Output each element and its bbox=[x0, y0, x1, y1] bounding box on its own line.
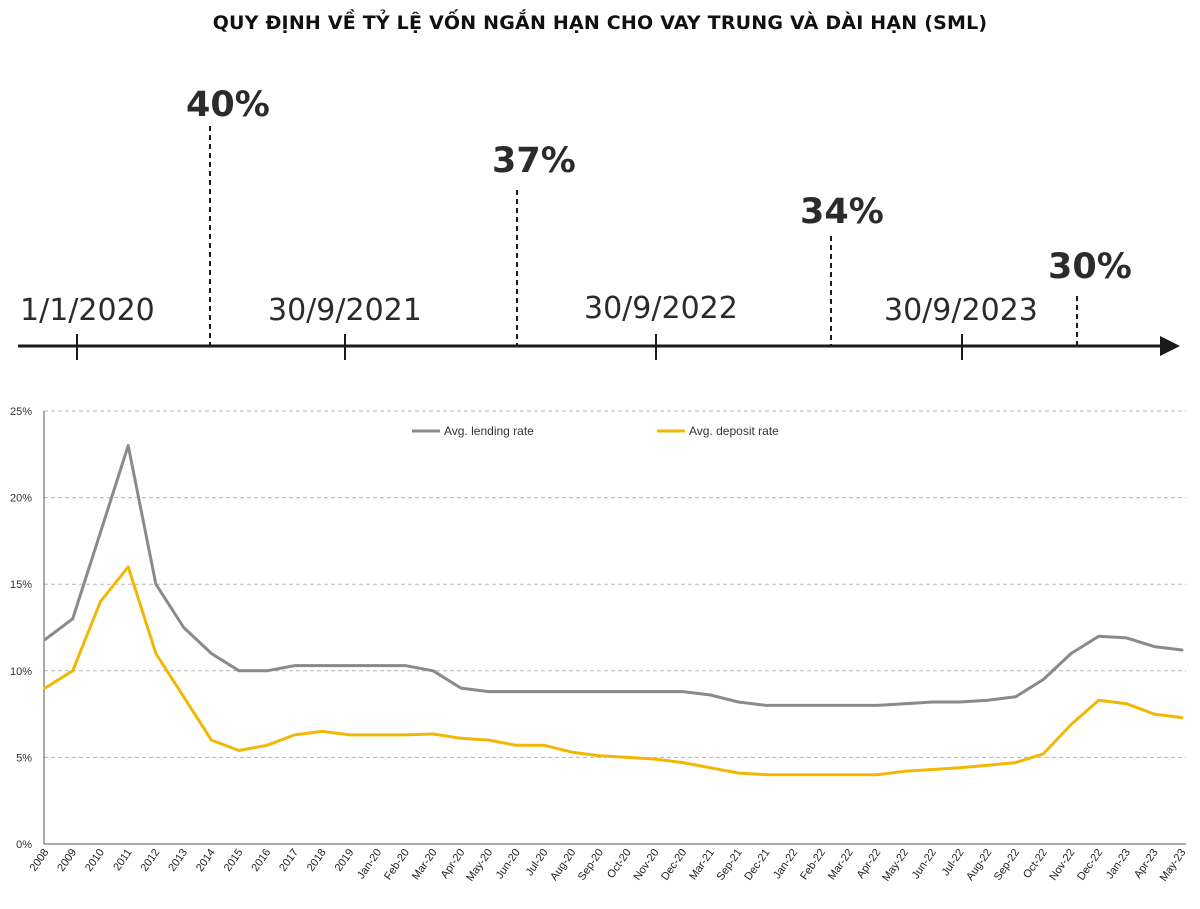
x-tick-label: Jan-23 bbox=[1104, 847, 1133, 881]
x-tick-label: Dec-21 bbox=[742, 847, 772, 883]
x-tick-label: May-23 bbox=[1158, 847, 1189, 884]
x-tick-label: 2017 bbox=[277, 847, 301, 874]
x-tick-label: Jun-20 bbox=[494, 847, 523, 881]
x-tick-label: May-22 bbox=[880, 847, 911, 884]
x-tick-label: 2010 bbox=[83, 847, 107, 874]
x-tick-label: Sep-22 bbox=[992, 847, 1022, 883]
x-tick-label: Feb-22 bbox=[798, 847, 828, 882]
x-tick-label: 2018 bbox=[305, 847, 329, 874]
x-tick-label: Apr-23 bbox=[1132, 847, 1161, 881]
x-tick-label: Aug-22 bbox=[964, 847, 994, 883]
y-tick-label: 5% bbox=[16, 752, 32, 764]
x-tick-label: Mar-21 bbox=[687, 847, 717, 882]
rates-chart: 0%5%10%15%20%25%2008 2009 2010 2011 2012 2013… bbox=[10, 406, 1189, 884]
x-tick-label: 2013 bbox=[166, 847, 190, 874]
timeline-ratio: 30% bbox=[1048, 247, 1132, 287]
y-tick-label: 0% bbox=[16, 839, 32, 851]
timeline-ratio: 34% bbox=[800, 192, 884, 232]
x-tick-label: Jan-22 bbox=[771, 847, 800, 881]
y-tick-label: 25% bbox=[10, 406, 32, 418]
timeline-date: 30/9/2021 bbox=[268, 293, 422, 328]
x-tick-label: 2019 bbox=[333, 847, 357, 874]
lending-rate-line bbox=[43, 444, 1184, 707]
x-tick-label: 2009 bbox=[55, 847, 79, 874]
timeline-date: 1/1/2020 bbox=[20, 293, 155, 328]
x-tick-label: 2012 bbox=[139, 847, 163, 874]
y-tick-label: 10% bbox=[10, 666, 32, 678]
x-tick-label: Jul-20 bbox=[524, 847, 551, 878]
legend-label: Avg. deposit rate bbox=[689, 424, 779, 438]
x-tick-label: 2015 bbox=[222, 847, 246, 874]
y-tick-label: 15% bbox=[10, 579, 32, 591]
x-tick-label: Dec-20 bbox=[659, 847, 689, 883]
timeline-ratio: 40% bbox=[186, 85, 270, 125]
x-tick-label: Sep-21 bbox=[715, 847, 745, 883]
x-tick-label: Oct-22 bbox=[1021, 847, 1050, 881]
x-tick-label: Oct-20 bbox=[605, 847, 634, 881]
timeline-arrowhead bbox=[1160, 336, 1180, 356]
x-tick-label: Apr-22 bbox=[855, 847, 884, 881]
deposit-rate-line bbox=[43, 565, 1184, 777]
timeline-ratio: 37% bbox=[492, 141, 576, 181]
x-tick-label: Dec-22 bbox=[1075, 847, 1105, 883]
x-tick-label: Aug-20 bbox=[548, 847, 578, 883]
y-tick-label: 20% bbox=[10, 493, 32, 505]
sml-timeline: 1/1/2020 30/9/2021 30/9/2022 30/9/2023 4… bbox=[18, 85, 1180, 360]
x-tick-label: 2011 bbox=[111, 847, 134, 873]
x-tick-label: Nov-20 bbox=[631, 847, 661, 883]
page-title: QUY ĐỊNH VỀ TỶ LỆ VỐN NGẮN HẠN CHO VAY T… bbox=[212, 12, 988, 34]
timeline-date: 30/9/2023 bbox=[884, 293, 1038, 328]
timeline-date: 30/9/2022 bbox=[584, 291, 738, 326]
x-tick-label: Jan-20 bbox=[355, 847, 384, 881]
x-tick-label: Mar-20 bbox=[410, 847, 440, 882]
x-tick-label: Jun-22 bbox=[910, 847, 939, 881]
x-tick-label: Apr-20 bbox=[439, 847, 468, 881]
x-tick-label: May-20 bbox=[464, 847, 495, 884]
x-tick-label: Feb-20 bbox=[382, 847, 412, 882]
x-tick-label: Nov-22 bbox=[1047, 847, 1077, 883]
x-tick-label: Mar-22 bbox=[826, 847, 856, 882]
x-tick-label: 2014 bbox=[194, 847, 218, 874]
x-tick-label: Jul-22 bbox=[940, 847, 967, 878]
legend-label: Avg. lending rate bbox=[444, 424, 534, 438]
x-tick-label: Sep-20 bbox=[576, 847, 606, 883]
x-tick-label: 2016 bbox=[249, 847, 273, 874]
